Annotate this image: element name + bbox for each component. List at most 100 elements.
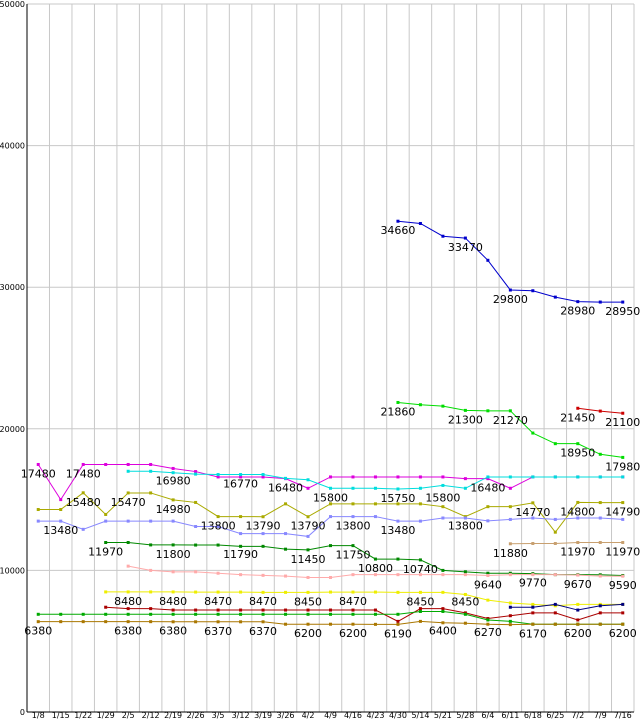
data-point (576, 516, 580, 520)
x-tick-label: 6/4 (481, 711, 494, 720)
data-point (216, 571, 220, 575)
data-point (463, 486, 467, 490)
data-point (508, 573, 512, 577)
data-label: 9770 (519, 577, 547, 590)
data-point (441, 568, 445, 572)
data-point (216, 590, 220, 594)
data-label: 33470 (448, 241, 483, 254)
data-label: 6190 (384, 627, 412, 640)
data-point (553, 541, 557, 545)
data-point (508, 619, 512, 623)
data-point (531, 602, 535, 606)
data-point (351, 475, 355, 479)
data-point (621, 611, 625, 615)
data-point (149, 590, 153, 594)
data-point (194, 570, 198, 574)
data-point (329, 486, 332, 490)
data-point (104, 620, 108, 624)
data-point (261, 590, 265, 594)
data-point (576, 500, 580, 504)
y-tick-label: 10000 (0, 566, 25, 575)
data-point (239, 620, 243, 624)
data-point (598, 409, 602, 413)
data-point (261, 612, 265, 616)
x-tick-label: 6/18 (524, 711, 542, 720)
data-point (486, 475, 490, 479)
data-label: 17980 (605, 460, 640, 473)
data-label: 21100 (605, 416, 640, 429)
data-label: 13800 (448, 520, 483, 533)
data-label: 13790 (246, 520, 281, 533)
data-point (576, 541, 580, 545)
data-point (171, 612, 175, 616)
data-point (576, 622, 580, 626)
data-point (329, 502, 332, 506)
data-point (396, 612, 400, 616)
data-label: 16980 (156, 475, 191, 488)
data-point (441, 590, 445, 594)
data-point (598, 611, 602, 615)
y-tick-label: 0 (20, 708, 25, 717)
data-point (553, 442, 557, 446)
data-point (171, 608, 175, 612)
data-label: 34660 (380, 224, 415, 237)
data-point (239, 590, 243, 594)
data-label: 8480 (114, 595, 142, 608)
data-point (441, 404, 445, 408)
data-label: 6380 (159, 625, 187, 638)
data-point (486, 598, 490, 602)
data-label: 8470 (249, 595, 277, 608)
data-point (553, 475, 557, 479)
data-point (621, 501, 625, 505)
y-tick-label: 30000 (0, 283, 25, 292)
x-tick-label: 4/2 (302, 711, 315, 720)
data-point (373, 590, 377, 594)
data-point (104, 462, 108, 466)
data-point (531, 289, 535, 293)
data-label: 28980 (560, 305, 595, 318)
data-point (531, 622, 535, 626)
data-label: 6200 (294, 627, 322, 640)
data-point (576, 618, 580, 622)
data-label: 13480 (43, 524, 78, 537)
data-point (261, 620, 265, 624)
data-point (553, 602, 557, 606)
data-label: 18950 (560, 447, 595, 460)
data-point (239, 473, 243, 477)
data-point (531, 541, 535, 545)
data-point (598, 452, 602, 456)
data-label: 13790 (291, 520, 326, 533)
x-tick-label: 4/9 (324, 711, 337, 720)
series-line (38, 516, 623, 537)
data-point (418, 558, 422, 562)
data-point (216, 473, 220, 477)
data-label: 11800 (156, 548, 191, 561)
data-point (373, 622, 377, 626)
x-tick-label: 2/26 (187, 711, 205, 720)
data-point (508, 623, 512, 627)
x-tick-label: 3/5 (212, 711, 225, 720)
data-point (239, 608, 243, 612)
data-point (171, 498, 175, 502)
data-label: 8470 (339, 595, 367, 608)
data-point (239, 612, 243, 616)
data-point (284, 622, 288, 626)
data-point (486, 519, 490, 523)
data-point (149, 491, 153, 495)
data-point (329, 622, 332, 626)
x-tick-label: 3/26 (277, 711, 295, 720)
data-point (351, 544, 355, 548)
data-point (306, 622, 310, 626)
data-point (463, 573, 467, 577)
data-label: 8450 (294, 595, 322, 608)
data-point (216, 608, 220, 612)
data-point (81, 620, 85, 624)
data-point (149, 543, 153, 547)
data-point (284, 476, 288, 480)
data-point (171, 590, 175, 594)
data-point (373, 608, 377, 612)
data-point (329, 608, 332, 612)
x-tick-label: 3/19 (254, 711, 272, 720)
data-label: 29800 (493, 293, 528, 306)
data-point (486, 573, 490, 577)
